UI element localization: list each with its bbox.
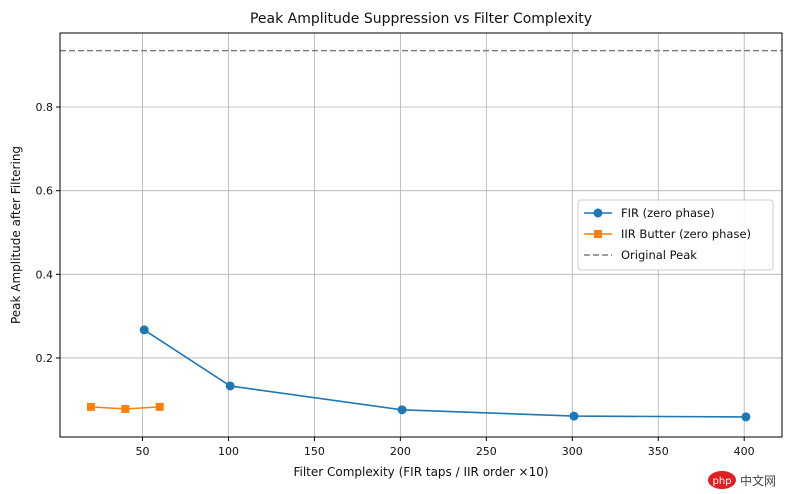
svg-text:中文网: 中文网	[740, 473, 776, 488]
y-tick-label: 0.8	[36, 101, 54, 114]
y-tick-label: 0.6	[36, 185, 54, 198]
watermark: php 中文网	[708, 471, 776, 489]
data-point-square	[121, 404, 130, 413]
x-tick-label: 400	[734, 445, 755, 458]
legend: FIR (zero phase) IIR Butter (zero phase) O…	[577, 199, 774, 271]
data-point-circle	[225, 381, 235, 391]
data-point-circle	[139, 325, 149, 335]
x-tick-label: 200	[390, 445, 411, 458]
chart-title: Peak Amplitude Suppression vs Filter Com…	[250, 11, 592, 27]
legend-box	[577, 199, 774, 271]
data-point-circle	[741, 412, 751, 422]
series-line-0	[143, 329, 746, 418]
legend-marker-square	[594, 230, 602, 238]
data-point-square	[155, 402, 164, 411]
marks	[60, 49, 782, 422]
svg-text:php: php	[712, 476, 731, 487]
y-tick-label: 0.2	[36, 352, 54, 365]
x-tick-label: 150	[304, 445, 325, 458]
x-axis-label: Filter Complexity (FIR taps / IIR order …	[293, 465, 548, 479]
legend-marker-circle	[593, 208, 603, 218]
legend-label: FIR (zero phase)	[621, 206, 715, 220]
data-point-circle	[397, 405, 407, 415]
plot-frame	[59, 32, 783, 438]
y-axis-label: Peak Amplitude after Filtering	[9, 146, 23, 324]
legend-label: IIR Butter (zero phase)	[621, 227, 751, 241]
x-tick-label: 350	[648, 445, 669, 458]
x-tick-label: 300	[562, 445, 583, 458]
x-tick-label: 50	[136, 445, 150, 458]
ticks: 50 100 150 200 250 300 350 400 0.2 0.4 0.6 0.8	[36, 101, 755, 458]
legend-label: Original Peak	[621, 248, 697, 262]
data-point-square	[86, 402, 95, 411]
x-tick-label: 250	[476, 445, 497, 458]
data-point-circle	[569, 411, 579, 421]
grid	[60, 33, 782, 437]
x-tick-label: 100	[218, 445, 239, 458]
y-tick-label: 0.4	[36, 268, 54, 281]
